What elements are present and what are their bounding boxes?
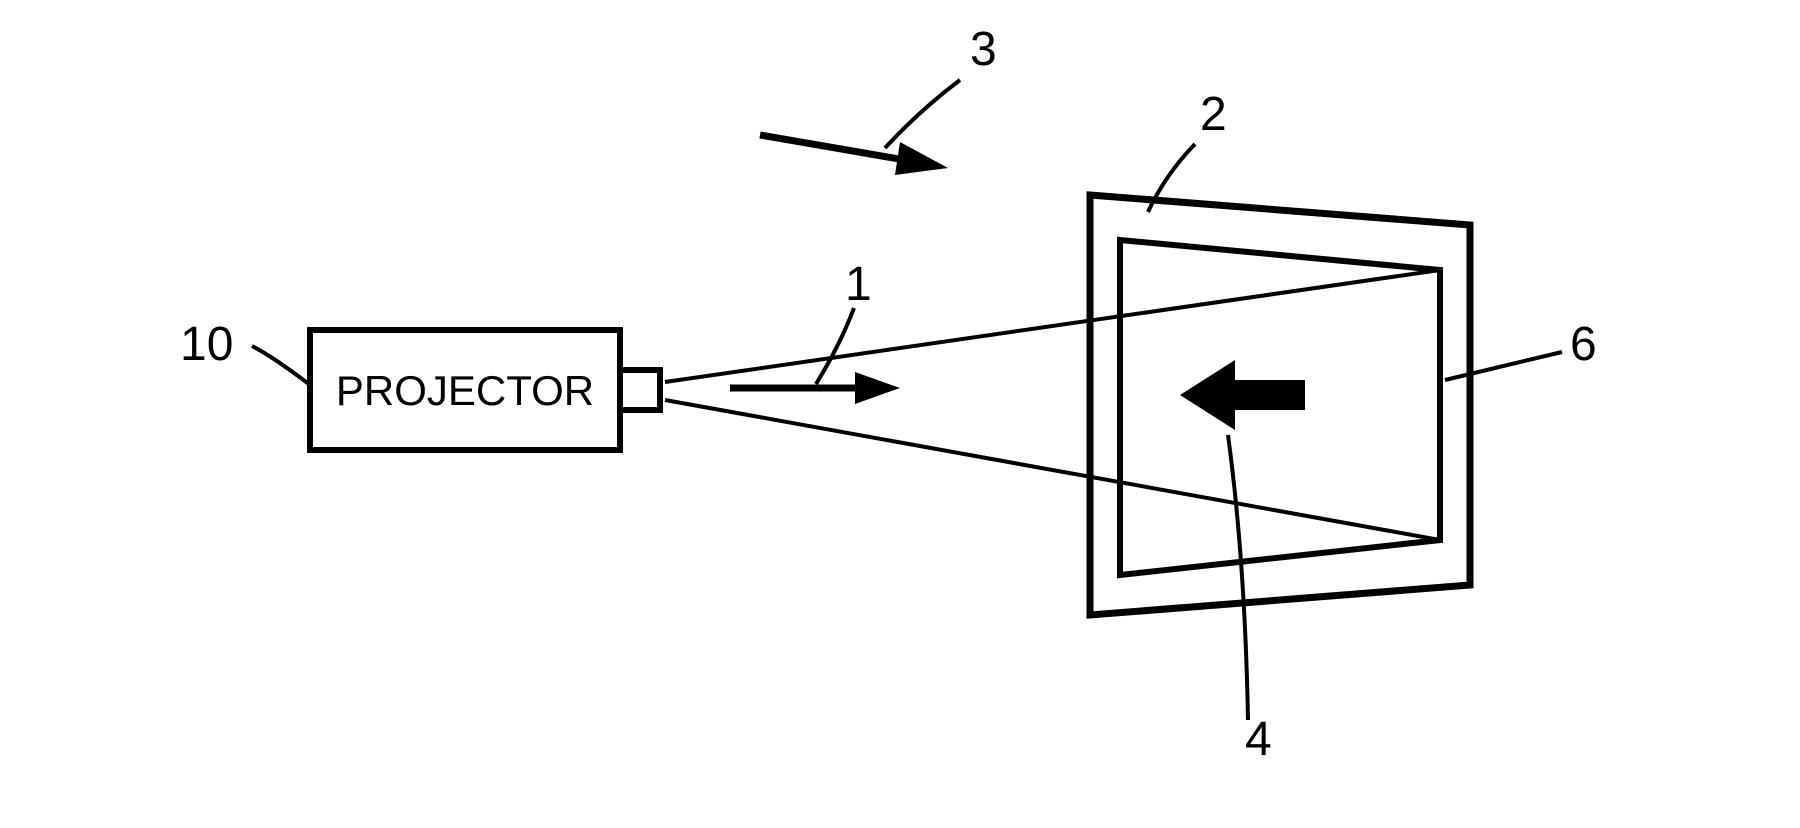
svg-text:1: 1 bbox=[845, 258, 872, 311]
label-10: 10 bbox=[180, 318, 310, 385]
label-3: 3 bbox=[885, 23, 997, 148]
svg-text:4: 4 bbox=[1245, 713, 1272, 766]
svg-text:6: 6 bbox=[1570, 318, 1597, 371]
projector-lens bbox=[620, 370, 660, 410]
beam-top-line bbox=[665, 270, 1440, 382]
label-1: 1 bbox=[816, 258, 872, 384]
reflection-arrow bbox=[1180, 360, 1305, 430]
svg-text:3: 3 bbox=[970, 23, 997, 76]
ambient-arrow bbox=[760, 135, 948, 175]
svg-text:10: 10 bbox=[180, 318, 233, 371]
projector-label: PROJECTOR bbox=[336, 367, 594, 414]
label-2: 2 bbox=[1148, 88, 1227, 212]
diagram-canvas: PROJECTOR 10 1 3 2 6 bbox=[0, 0, 1800, 828]
beam-bottom-line bbox=[665, 400, 1440, 540]
svg-text:2: 2 bbox=[1200, 88, 1227, 141]
projection-arrow bbox=[730, 372, 900, 404]
